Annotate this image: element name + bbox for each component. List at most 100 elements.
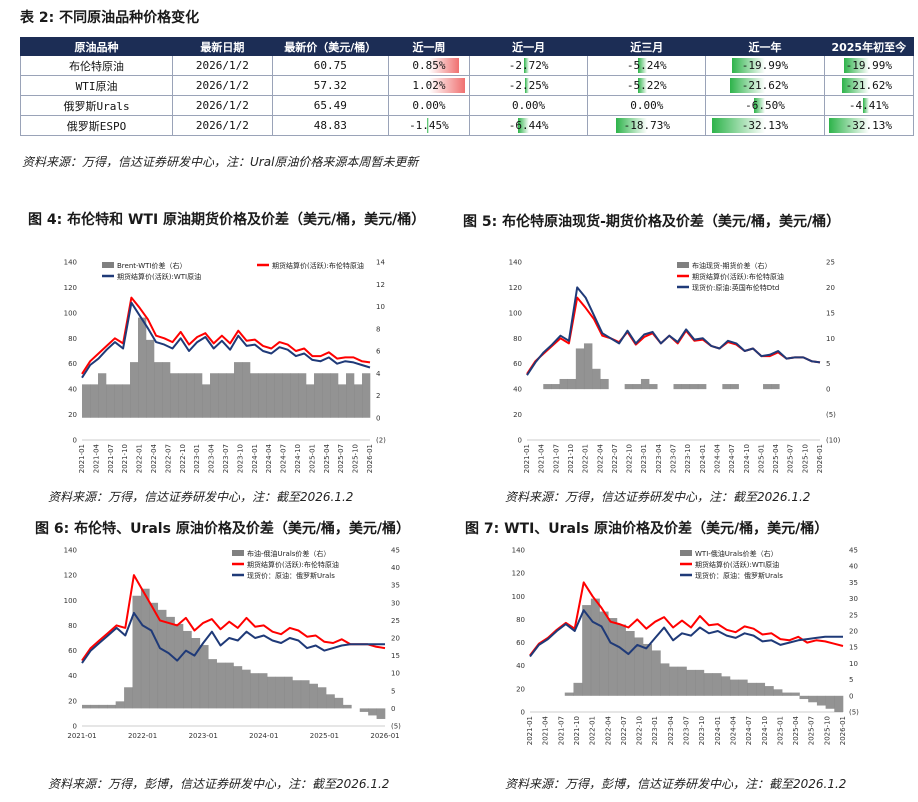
cell-change-value: 0.00%	[412, 99, 446, 112]
cell-change-value: 0.85%	[412, 59, 446, 72]
x-tick-label: 2021-07	[552, 444, 560, 473]
spread-bar	[677, 666, 687, 696]
x-tick-label: 2022-01	[589, 716, 597, 745]
x-tick-label: 2024-10	[294, 444, 302, 473]
chart-brent-urals: 0 20 40 60 80 100 120 140 (5) 0 5 10 15 20 25 30 35 40 45 2…	[64, 547, 402, 741]
x-tick-label: 2022-07	[620, 716, 628, 745]
x-tick-label: 2021-04	[542, 715, 550, 745]
x-tick-label: 2022-07	[611, 444, 619, 473]
spread-bar	[146, 339, 155, 418]
change-bar	[842, 78, 869, 93]
right-tick-label: (5)	[391, 723, 401, 731]
x-tick-label: 2021-01	[78, 444, 86, 473]
spread-bar	[559, 378, 568, 390]
cell-price-value: 60.75	[313, 59, 347, 72]
cell-change-value: -1.45%	[409, 119, 449, 132]
cell-change: -4.41%	[823, 95, 915, 116]
spread-bar	[632, 384, 642, 390]
table-row: 布伦特原油 2026/1/2 60.75 0.85% -2.72% -5.24% -19.9…	[19, 55, 915, 76]
series-line	[81, 301, 371, 379]
spread-bar	[183, 630, 192, 709]
right-tick-label: 35	[849, 579, 858, 587]
table-row: 俄罗斯Urals 2026/1/2 65.49 0.00% 0.00% 0.00% -6.5…	[19, 95, 915, 116]
x-tick-label: 2021-01	[526, 716, 534, 745]
cell-change-value: -32.13%	[845, 119, 892, 132]
right-tick-label: 40	[849, 563, 858, 571]
spread-bar	[608, 618, 618, 696]
spread-bar	[157, 609, 167, 709]
cell-change: -1.45%	[387, 115, 471, 136]
x-tick-label: 2023-10	[236, 444, 244, 473]
spread-bar	[226, 373, 235, 418]
spread-bar	[697, 384, 707, 390]
spread-bar	[122, 384, 131, 418]
x-tick-label: 2023-01	[651, 716, 659, 745]
right-tick-label: 6	[376, 348, 381, 356]
spread-bar	[543, 384, 552, 390]
spread-bar	[149, 602, 159, 709]
change-bar	[754, 98, 765, 113]
x-tick-label: 2022-07	[164, 444, 172, 473]
right-tick-label: 20	[849, 628, 858, 636]
cell-change-value: -5.22%	[626, 79, 667, 92]
spread-bar	[98, 704, 108, 709]
cell-change: -19.99%	[705, 55, 825, 76]
left-tick-label: 20	[513, 411, 522, 419]
spread-bar	[575, 348, 585, 390]
x-tick-label: 2025-04	[323, 443, 331, 473]
spread-bar	[130, 362, 139, 418]
cell-change-value: -5.24%	[626, 59, 667, 72]
spread-bar	[368, 708, 377, 716]
spread-bar	[178, 373, 187, 418]
spread-bar	[640, 378, 650, 390]
spread-bar	[326, 694, 335, 709]
spread-bar	[346, 373, 355, 418]
cell-change-value: -18.73%	[623, 119, 670, 132]
x-tick-label: 2026-01	[370, 732, 399, 740]
x-tick-label: 2025-07	[337, 444, 345, 473]
cell-price: 65.49	[271, 95, 389, 116]
spread-bar	[763, 384, 772, 390]
x-tick-label: 2023-07	[670, 444, 678, 473]
cell-change-value: -6.50%	[745, 99, 785, 112]
right-tick-label: 0	[849, 692, 853, 700]
change-bar	[518, 118, 529, 133]
spread-bar	[306, 384, 315, 418]
spread-bar	[808, 695, 818, 703]
spread-bar	[114, 384, 123, 418]
col-header: 最新日期	[172, 37, 273, 56]
spread-bar	[773, 689, 783, 696]
spread-bar	[359, 708, 369, 712]
cell-price-value: 48.83	[313, 119, 347, 132]
spread-bar	[170, 373, 179, 418]
x-tick-label: 2025-07	[787, 444, 795, 473]
x-tick-label: 2023-04	[208, 443, 216, 473]
spread-bar	[138, 317, 147, 418]
x-tick-label: 2022-04	[596, 443, 604, 473]
spread-bar	[90, 704, 100, 709]
figure-5-source: 资料来源：万得，信达证券研发中心，注：截至2026.1.2	[505, 490, 811, 504]
spread-bar	[132, 595, 142, 709]
figure-6-source: 资料来源：万得，彭博，信达证券研发中心，注：截至2026.1.2	[48, 777, 390, 791]
spread-bar	[634, 637, 644, 696]
legend-label: 期货结算价(活跃):WTI原油	[695, 560, 779, 569]
x-tick-label: 2023-01	[189, 732, 218, 740]
spread-bar	[216, 662, 226, 709]
change-bar	[732, 58, 765, 73]
spread-bar	[274, 373, 283, 418]
right-tick-label: 8	[376, 325, 380, 333]
x-tick-label: 2024-07	[280, 444, 288, 473]
x-tick-label: 2022-01	[128, 732, 157, 740]
spread-bar	[592, 368, 601, 390]
spread-bar	[703, 673, 713, 696]
x-tick-label: 2024-04	[713, 443, 721, 473]
right-tick-label: (5)	[849, 709, 859, 717]
series-line	[81, 611, 385, 664]
spread-bar	[290, 373, 299, 418]
spread-bar	[686, 669, 696, 696]
x-tick-label: 2022-04	[150, 443, 158, 473]
spread-bar	[194, 373, 203, 418]
cell-date-value: 2026/1/2	[195, 79, 249, 92]
cell-change: -5.24%	[587, 55, 707, 76]
spread-bar	[199, 645, 209, 709]
